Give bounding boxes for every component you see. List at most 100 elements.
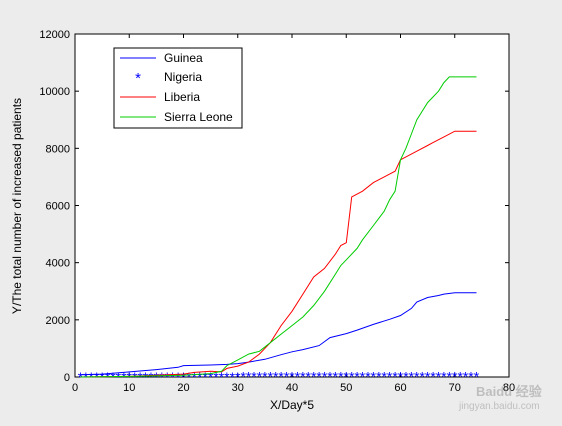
- marker-nigeria: *: [170, 369, 176, 385]
- marker-nigeria: *: [246, 369, 252, 385]
- legend-label-guinea: Guinea: [164, 51, 203, 65]
- y-tick-label: 4000: [46, 258, 70, 270]
- x-tick-labels: 0 10 20 30 40 50 60 70 80: [72, 382, 515, 394]
- marker-nigeria: *: [436, 368, 442, 384]
- marker-nigeria: *: [381, 368, 387, 384]
- marker-nigeria: *: [262, 369, 268, 385]
- marker-nigeria: *: [289, 368, 295, 384]
- marker-nigeria: *: [371, 368, 377, 384]
- marker-nigeria: *: [202, 369, 208, 385]
- marker-nigeria: *: [365, 368, 371, 384]
- watermark-url: jingyan.baidu.com: [458, 401, 540, 412]
- marker-nigeria: *: [219, 369, 225, 385]
- marker-nigeria: *: [224, 369, 230, 385]
- x-tick-label: 30: [232, 382, 244, 394]
- marker-nigeria: *: [430, 368, 436, 384]
- marker-nigeria: *: [474, 368, 480, 384]
- marker-nigeria: *: [392, 368, 398, 384]
- axis-ticks: [74, 33, 510, 378]
- x-axis-label: X/Day*5: [270, 398, 314, 412]
- marker-nigeria: *: [175, 369, 181, 385]
- marker-nigeria: *: [419, 368, 425, 384]
- y-tick-label: 2000: [46, 315, 70, 327]
- y-tick-label: 6000: [46, 201, 70, 213]
- marker-nigeria: *: [409, 368, 415, 384]
- marker-nigeria: *: [441, 368, 447, 384]
- marker-nigeria: *: [143, 369, 149, 385]
- y-tick-label: 8000: [46, 143, 70, 155]
- marker-nigeria: *: [344, 368, 350, 384]
- marker-nigeria: *: [306, 368, 312, 384]
- marker-nigeria: *: [387, 368, 393, 384]
- x-tick-label: 20: [177, 382, 189, 394]
- marker-nigeria: *: [121, 369, 127, 385]
- series-layer: * * * * * * * * * * * * * * * * * * * * * * * * * * * * * * * * * * * * * * * *…: [78, 76, 480, 385]
- legend-marker-nigeria: *: [135, 70, 141, 87]
- marker-nigeria: *: [197, 369, 203, 385]
- marker-nigeria: *: [457, 368, 463, 384]
- legend-box: [113, 47, 243, 129]
- y-tick-label: 10000: [39, 86, 70, 98]
- marker-nigeria: *: [376, 368, 382, 384]
- y-tick-labels: 0 2000 4000 6000 8000 10000 12000: [39, 29, 70, 384]
- marker-nigeria: *: [414, 368, 420, 384]
- legend-label-liberia: Liberia: [164, 90, 200, 104]
- marker-nigeria: *: [164, 369, 170, 385]
- marker-nigeria: *: [403, 368, 409, 384]
- marker-nigeria: *: [295, 368, 301, 384]
- legend: Guinea * Nigeria Liberia Sierra Leone: [113, 47, 243, 129]
- marker-nigeria: *: [181, 369, 187, 385]
- x-tick-label: 60: [394, 382, 406, 394]
- x-tick-label: 80: [503, 382, 515, 394]
- marker-nigeria: *: [251, 369, 257, 385]
- marker-nigeria: *: [327, 368, 333, 384]
- y-tick-label: 12000: [39, 29, 70, 41]
- marker-nigeria: *: [360, 368, 366, 384]
- series-nigeria: * * * * * * * * * * * * * * * * * * * * * * * * * * * * * * * * * * * * * * * *…: [78, 368, 480, 385]
- marker-nigeria: *: [316, 368, 322, 384]
- marker-nigeria: *: [333, 368, 339, 384]
- series-line-liberia: [80, 130, 477, 378]
- x-tick-label: 50: [340, 382, 352, 394]
- x-tick-label: 70: [449, 382, 461, 394]
- marker-nigeria: *: [447, 368, 453, 384]
- marker-nigeria: *: [300, 368, 306, 384]
- marker-nigeria: *: [186, 369, 192, 385]
- marker-nigeria: *: [425, 368, 431, 384]
- marker-nigeria: *: [354, 368, 360, 384]
- marker-nigeria: *: [159, 369, 165, 385]
- marker-nigeria: *: [235, 369, 241, 385]
- y-tick-label: 0: [64, 372, 70, 384]
- series-line-guinea: [80, 292, 477, 376]
- x-tick-label: 40: [286, 382, 298, 394]
- marker-nigeria: *: [137, 369, 143, 385]
- marker-nigeria: *: [148, 369, 154, 385]
- legend-label-nigeria: Nigeria: [164, 70, 202, 84]
- marker-nigeria: *: [468, 368, 474, 384]
- marker-nigeria: *: [132, 369, 138, 385]
- marker-nigeria: *: [284, 368, 290, 384]
- marker-nigeria: *: [311, 368, 317, 384]
- marker-nigeria: *: [240, 369, 246, 385]
- marker-nigeria: *: [208, 369, 214, 385]
- x-tick-label: 10: [123, 382, 135, 394]
- marker-nigeria: *: [349, 368, 355, 384]
- marker-nigeria: *: [463, 368, 469, 384]
- marker-nigeria: *: [338, 368, 344, 384]
- marker-nigeria: *: [127, 369, 133, 385]
- marker-nigeria: *: [278, 368, 284, 384]
- marker-nigeria: *: [322, 368, 328, 384]
- marker-nigeria: *: [230, 369, 236, 385]
- marker-nigeria: *: [257, 369, 263, 385]
- series-line-sierra-leone: [80, 76, 477, 378]
- watermark: Baidu 经验 jingyan.baidu.com: [458, 384, 543, 412]
- marker-nigeria: *: [154, 369, 160, 385]
- y-axis-label: Y/The total number of increased patients: [10, 98, 24, 314]
- marker-nigeria: *: [398, 368, 404, 384]
- x-tick-label: 0: [72, 382, 78, 394]
- watermark-brand: Baidu 经验: [476, 384, 543, 399]
- legend-label-sierra-leone: Sierra Leone: [164, 110, 233, 124]
- marker-nigeria: *: [273, 369, 279, 385]
- marker-nigeria: *: [452, 368, 458, 384]
